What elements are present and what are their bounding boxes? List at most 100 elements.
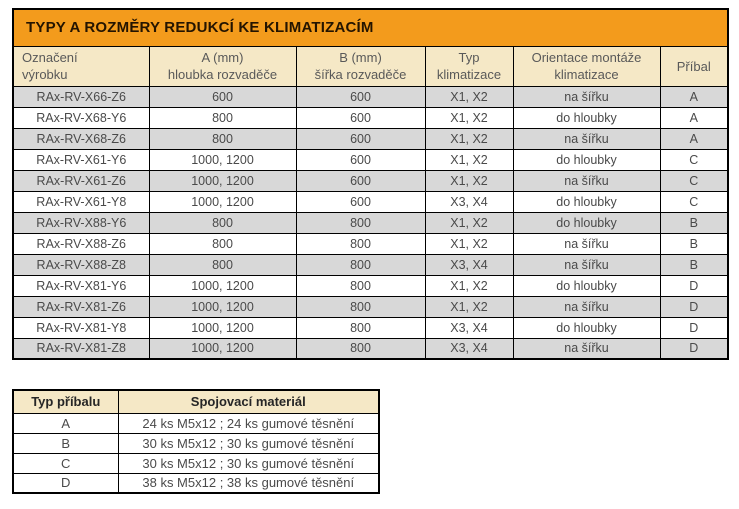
packing-material-table: Typ příbalu Spojovací materiál A 24 ks M5x…: [12, 389, 380, 494]
table-cell: C: [659, 190, 729, 213]
table-row: RAx-RV-X81-Y8 1000, 1200 800 X3, X4 do hloub…: [12, 316, 729, 339]
table-cell: 800: [295, 253, 426, 276]
table-cell: X1, X2: [424, 127, 514, 150]
column-header-line: hloubka rozvaděče: [167, 67, 278, 82]
table-cell: D: [659, 295, 729, 318]
table-cell: D: [659, 316, 729, 339]
table-cell: 800: [295, 274, 426, 297]
table-cell: 800: [148, 106, 297, 129]
table-cell: RAx-RV-X88-Y6: [12, 211, 150, 234]
table-cell: na šířku: [512, 295, 661, 318]
table-cell: do hloubky: [512, 211, 661, 234]
column-header: A (mm) hloubka rozvaděče: [148, 45, 297, 87]
packing-table-cell: A: [12, 412, 119, 434]
packing-table-row: D 38 ks M5x12 ; 38 ks gumové těsnění: [12, 472, 380, 494]
table-cell: 600: [295, 190, 426, 213]
table-cell: 600: [295, 106, 426, 129]
packing-column-header: Typ příbalu: [12, 389, 119, 414]
reductions-table-body: RAx-RV-X66-Z6 600 600 X1, X2 na šířku A RAx-RV…: [12, 85, 729, 360]
column-header-line: Příbal: [676, 58, 711, 74]
table-title: TYPY A ROZMĚRY REDUKCÍ KE KLIMATIZACÍM: [12, 8, 729, 47]
table-row: RAx-RV-X61-Y8 1000, 1200 600 X3, X4 do hloub…: [12, 190, 729, 213]
table-cell: B: [659, 232, 729, 255]
table-row: RAx-RV-X68-Y6 800 600 X1, X2 do hloubky A: [12, 106, 729, 129]
packing-table-cell: 30 ks M5x12 ; 30 ks gumové těsnění: [117, 432, 380, 454]
column-header: Označení výrobku: [12, 45, 150, 87]
packing-table-cell: 30 ks M5x12 ; 30 ks gumové těsnění: [117, 452, 380, 474]
table-cell: 1000, 1200: [148, 337, 297, 360]
table-cell: 800: [295, 337, 426, 360]
column-header-line: klimatizace: [436, 67, 502, 82]
table-cell: na šířku: [512, 127, 661, 150]
table-cell: X3, X4: [424, 337, 514, 360]
table-cell: do hloubky: [512, 316, 661, 339]
table-row: RAx-RV-X88-Y6 800 800 X1, X2 do hloubky B: [12, 211, 729, 234]
packing-table-cell: 38 ks M5x12 ; 38 ks gumové těsnění: [117, 472, 380, 494]
table-row: RAx-RV-X81-Z8 1000, 1200 800 X3, X4 na šířku…: [12, 337, 729, 360]
table-cell: 800: [148, 211, 297, 234]
table-cell: 1000, 1200: [148, 190, 297, 213]
table-cell: RAx-RV-X88-Z8: [12, 253, 150, 276]
column-header-line: výrobku: [22, 67, 68, 82]
table-cell: X1, X2: [424, 274, 514, 297]
table-cell: RAx-RV-X61-Z6: [12, 169, 150, 192]
table-cell: RAx-RV-X81-Y8: [12, 316, 150, 339]
table-cell: RAx-RV-X68-Z6: [12, 127, 150, 150]
column-header: Příbal: [659, 45, 729, 87]
table-cell: RAx-RV-X81-Z8: [12, 337, 150, 360]
column-header-line: B (mm): [339, 50, 382, 65]
table-cell: do hloubky: [512, 106, 661, 129]
column-header-line: Označení: [22, 50, 78, 65]
table-cell: X1, X2: [424, 148, 514, 171]
table-row: RAx-RV-X88-Z8 800 800 X3, X4 na šířku B: [12, 253, 729, 276]
table-cell: 800: [148, 232, 297, 255]
column-header: Typ klimatizace: [424, 45, 514, 87]
packing-table-cell: D: [12, 472, 119, 494]
packing-table-row: A 24 ks M5x12 ; 24 ks gumové těsnění: [12, 412, 380, 434]
table-cell: C: [659, 148, 729, 171]
table-cell: X1, X2: [424, 295, 514, 318]
packing-table-row: B 30 ks M5x12 ; 30 ks gumové těsnění: [12, 432, 380, 454]
table-cell: na šířku: [512, 85, 661, 108]
table-cell: RAx-RV-X61-Y8: [12, 190, 150, 213]
table-cell: 600: [295, 148, 426, 171]
packing-table-row: C 30 ks M5x12 ; 30 ks gumové těsnění: [12, 452, 380, 474]
title-row: TYPY A ROZMĚRY REDUKCÍ KE KLIMATIZACÍM: [12, 8, 729, 47]
table-cell: na šířku: [512, 337, 661, 360]
table-cell: do hloubky: [512, 274, 661, 297]
table-cell: X1, X2: [424, 85, 514, 108]
packing-table-cell: B: [12, 432, 119, 454]
table-cell: D: [659, 337, 729, 360]
table-cell: RAx-RV-X81-Y6: [12, 274, 150, 297]
table-cell: 800: [148, 127, 297, 150]
table-cell: RAx-RV-X61-Y6: [12, 148, 150, 171]
table-cell: C: [659, 169, 729, 192]
table-cell: 1000, 1200: [148, 316, 297, 339]
column-header-line: Orientace montáže: [531, 50, 642, 65]
table-cell: 800: [295, 232, 426, 255]
table-cell: 600: [295, 127, 426, 150]
table-cell: X3, X4: [424, 316, 514, 339]
table-cell: 600: [148, 85, 297, 108]
packing-header-row: Typ příbalu Spojovací materiál: [12, 389, 380, 414]
table-row: RAx-RV-X61-Y6 1000, 1200 600 X1, X2 do hloub…: [12, 148, 729, 171]
table-cell: X3, X4: [424, 190, 514, 213]
table-cell: na šířku: [512, 253, 661, 276]
table-cell: na šířku: [512, 232, 661, 255]
table-cell: do hloubky: [512, 190, 661, 213]
table-cell: 1000, 1200: [148, 274, 297, 297]
table-cell: X3, X4: [424, 253, 514, 276]
table-row: RAx-RV-X81-Y6 1000, 1200 800 X1, X2 do hloub…: [12, 274, 729, 297]
column-header: B (mm) šířka rozvaděče: [295, 45, 426, 87]
table-cell: do hloubky: [512, 148, 661, 171]
packing-table-body: A 24 ks M5x12 ; 24 ks gumové těsnění B 30 k…: [12, 412, 380, 494]
table-cell: X1, X2: [424, 106, 514, 129]
column-header-row: Označení výrobku A (mm) hloubka rozvaděče B …: [12, 45, 729, 87]
reductions-dimensions-table: TYPY A ROZMĚRY REDUKCÍ KE KLIMATIZACÍM O…: [12, 8, 730, 360]
table-cell: B: [659, 211, 729, 234]
table-cell: X1, X2: [424, 169, 514, 192]
table-cell: RAx-RV-X66-Z6: [12, 85, 150, 108]
table-cell: X1, X2: [424, 211, 514, 234]
table-cell: 600: [295, 85, 426, 108]
column-header-line: Typ: [458, 50, 480, 65]
